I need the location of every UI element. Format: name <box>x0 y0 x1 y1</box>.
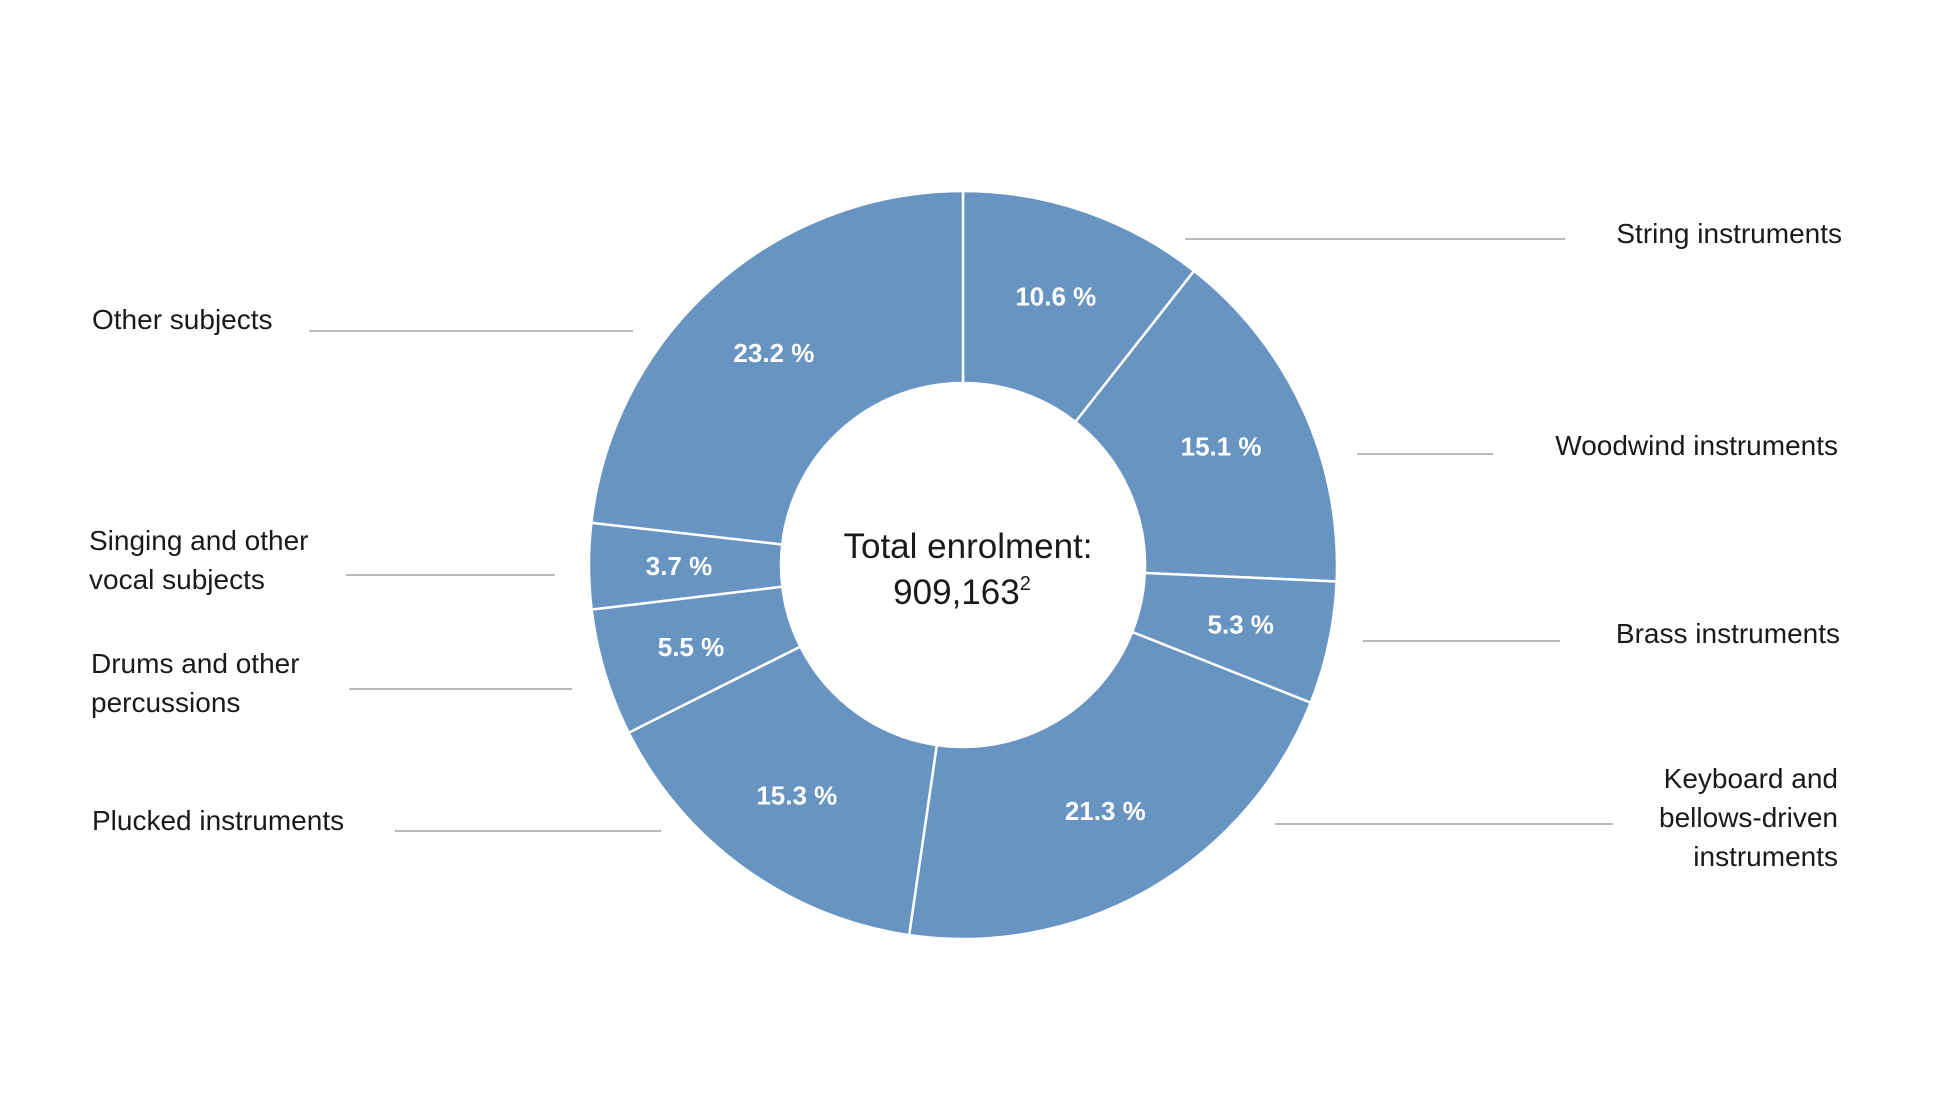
slice-string-instruments <box>961 189 1196 424</box>
category-label-drums-and-other-percussions: Drums and other percussions <box>91 648 300 718</box>
category-label-singing-and-other-vocal-subjects: Singing and other vocal subjects <box>89 525 309 595</box>
leader-lines <box>309 238 1613 832</box>
slice-other-subjects <box>590 189 965 546</box>
center-label: Total enrolment: 909,1632 <box>843 527 1092 612</box>
center-total-value: 909,1632 <box>893 573 1031 612</box>
slice-value-label-other-subjects: 23.2 % <box>733 338 814 368</box>
category-label-string-instruments: String instruments <box>1616 218 1842 249</box>
category-label-woodwind-instruments: Woodwind instruments <box>1555 430 1838 461</box>
slice-value-label-drums-and-other-percussions: 5.5 % <box>658 632 725 662</box>
slice-value-labels: 10.6 % 15.1 % 5.3 % 21.3 % 15.3 % 5.5 % 3.7 % 2… <box>646 282 1274 826</box>
category-labels: String instruments Woodwind instruments Br… <box>89 218 1842 872</box>
slice-keyboard-and-bellows-driven-instruments <box>907 630 1313 941</box>
category-label-keyboard-and-bellows-driven-instruments: Keyboard and bellows-driven instruments <box>1659 763 1838 872</box>
slice-woodwind-instruments <box>1073 269 1339 583</box>
slice-value-label-plucked-instruments: 15.3 % <box>756 780 837 810</box>
slice-value-label-keyboard-and-bellows-driven-instruments: 21.3 % <box>1065 796 1146 826</box>
slice-value-label-brass-instruments: 5.3 % <box>1207 609 1274 639</box>
slice-value-label-woodwind-instruments: 15.1 % <box>1181 432 1262 462</box>
donut-slices <box>587 189 1339 941</box>
center-total-number: 909,163 <box>893 573 1020 612</box>
category-label-other-subjects: Other subjects <box>92 304 273 335</box>
slice-value-label-singing-and-other-vocal-subjects: 3.7 % <box>646 551 713 581</box>
center-footnote-marker: 2 <box>1020 573 1031 595</box>
category-label-brass-instruments: Brass instruments <box>1616 618 1840 649</box>
slice-plucked-instruments <box>627 644 939 937</box>
slice-value-label-string-instruments: 10.6 % <box>1015 282 1096 312</box>
center-title: Total enrolment: <box>843 527 1092 566</box>
category-label-plucked-instruments: Plucked instruments <box>92 805 344 836</box>
